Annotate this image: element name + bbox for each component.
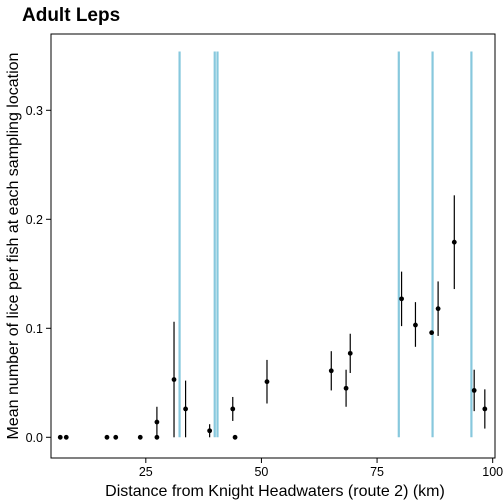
data-point: [207, 428, 213, 434]
data-point: [451, 239, 457, 245]
data-point: [232, 434, 238, 440]
data-point: [482, 406, 488, 412]
y-tick-label: 0.3: [26, 104, 43, 118]
data-point: [429, 330, 435, 336]
data-point: [171, 377, 177, 382]
data-point: [57, 434, 63, 440]
data-point: [104, 434, 110, 440]
y-tick-label: 0.1: [26, 322, 43, 336]
x-tick-label: 100: [482, 465, 503, 479]
reference-lines: [178, 51, 473, 438]
data-point: [137, 434, 143, 440]
x-tick-label: 25: [139, 465, 153, 479]
data-points: [57, 239, 488, 440]
data-point: [399, 296, 404, 302]
y-axis-label: Mean number of lice per fish at each sam…: [5, 53, 22, 440]
data-point: [328, 368, 334, 374]
data-point: [264, 379, 270, 385]
chart-title: Adult Leps: [22, 5, 120, 26]
data-point: [113, 434, 119, 440]
data-point: [347, 350, 353, 356]
data-point: [230, 406, 236, 412]
y-tick-label: 0.2: [26, 213, 43, 227]
data-point: [435, 306, 441, 312]
data-point: [471, 388, 477, 393]
y-axis: 0.0 0.1 0.2 0.3: [26, 104, 51, 445]
x-tick-label: 75: [370, 465, 384, 479]
data-point: [413, 322, 418, 328]
plot-frame: [50, 33, 496, 459]
x-axis: 25 50 75 100: [139, 458, 503, 479]
data-point: [154, 434, 160, 440]
data-point: [154, 419, 160, 425]
data-point: [343, 385, 349, 391]
y-tick-label: 0.0: [26, 431, 43, 445]
x-axis-label: Distance from Knight Headwaters (route 2…: [105, 483, 445, 500]
data-point: [63, 434, 69, 440]
x-tick-label: 50: [254, 465, 268, 479]
data-point: [183, 406, 188, 412]
error-bars: [156, 195, 486, 438]
